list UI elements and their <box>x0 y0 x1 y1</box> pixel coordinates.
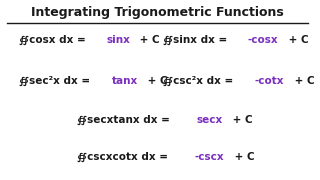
Text: + C: + C <box>229 115 253 125</box>
Text: -cosx: -cosx <box>247 35 278 45</box>
Text: tanx: tanx <box>112 76 138 86</box>
Text: -cotx: -cotx <box>255 76 284 86</box>
Text: -cscx: -cscx <box>195 152 224 162</box>
Text: secx: secx <box>197 115 223 125</box>
Text: + C: + C <box>231 152 255 162</box>
Text: ∯csc²x dx =: ∯csc²x dx = <box>163 76 237 86</box>
Text: ∯secxtanx dx =: ∯secxtanx dx = <box>77 115 174 125</box>
Text: sinx: sinx <box>106 35 130 45</box>
Text: + C: + C <box>291 76 315 86</box>
Text: ∯cosx dx =: ∯cosx dx = <box>19 35 90 46</box>
Text: ∯sinx dx =: ∯sinx dx = <box>163 35 231 46</box>
Text: ∯cscxcotx dx =: ∯cscxcotx dx = <box>77 152 172 162</box>
Text: + C: + C <box>144 76 168 86</box>
Text: + C: + C <box>285 35 309 45</box>
Text: ∯sec²x dx =: ∯sec²x dx = <box>19 76 94 86</box>
Text: + C: + C <box>136 35 159 45</box>
Text: Integrating Trigonometric Functions: Integrating Trigonometric Functions <box>31 6 284 19</box>
